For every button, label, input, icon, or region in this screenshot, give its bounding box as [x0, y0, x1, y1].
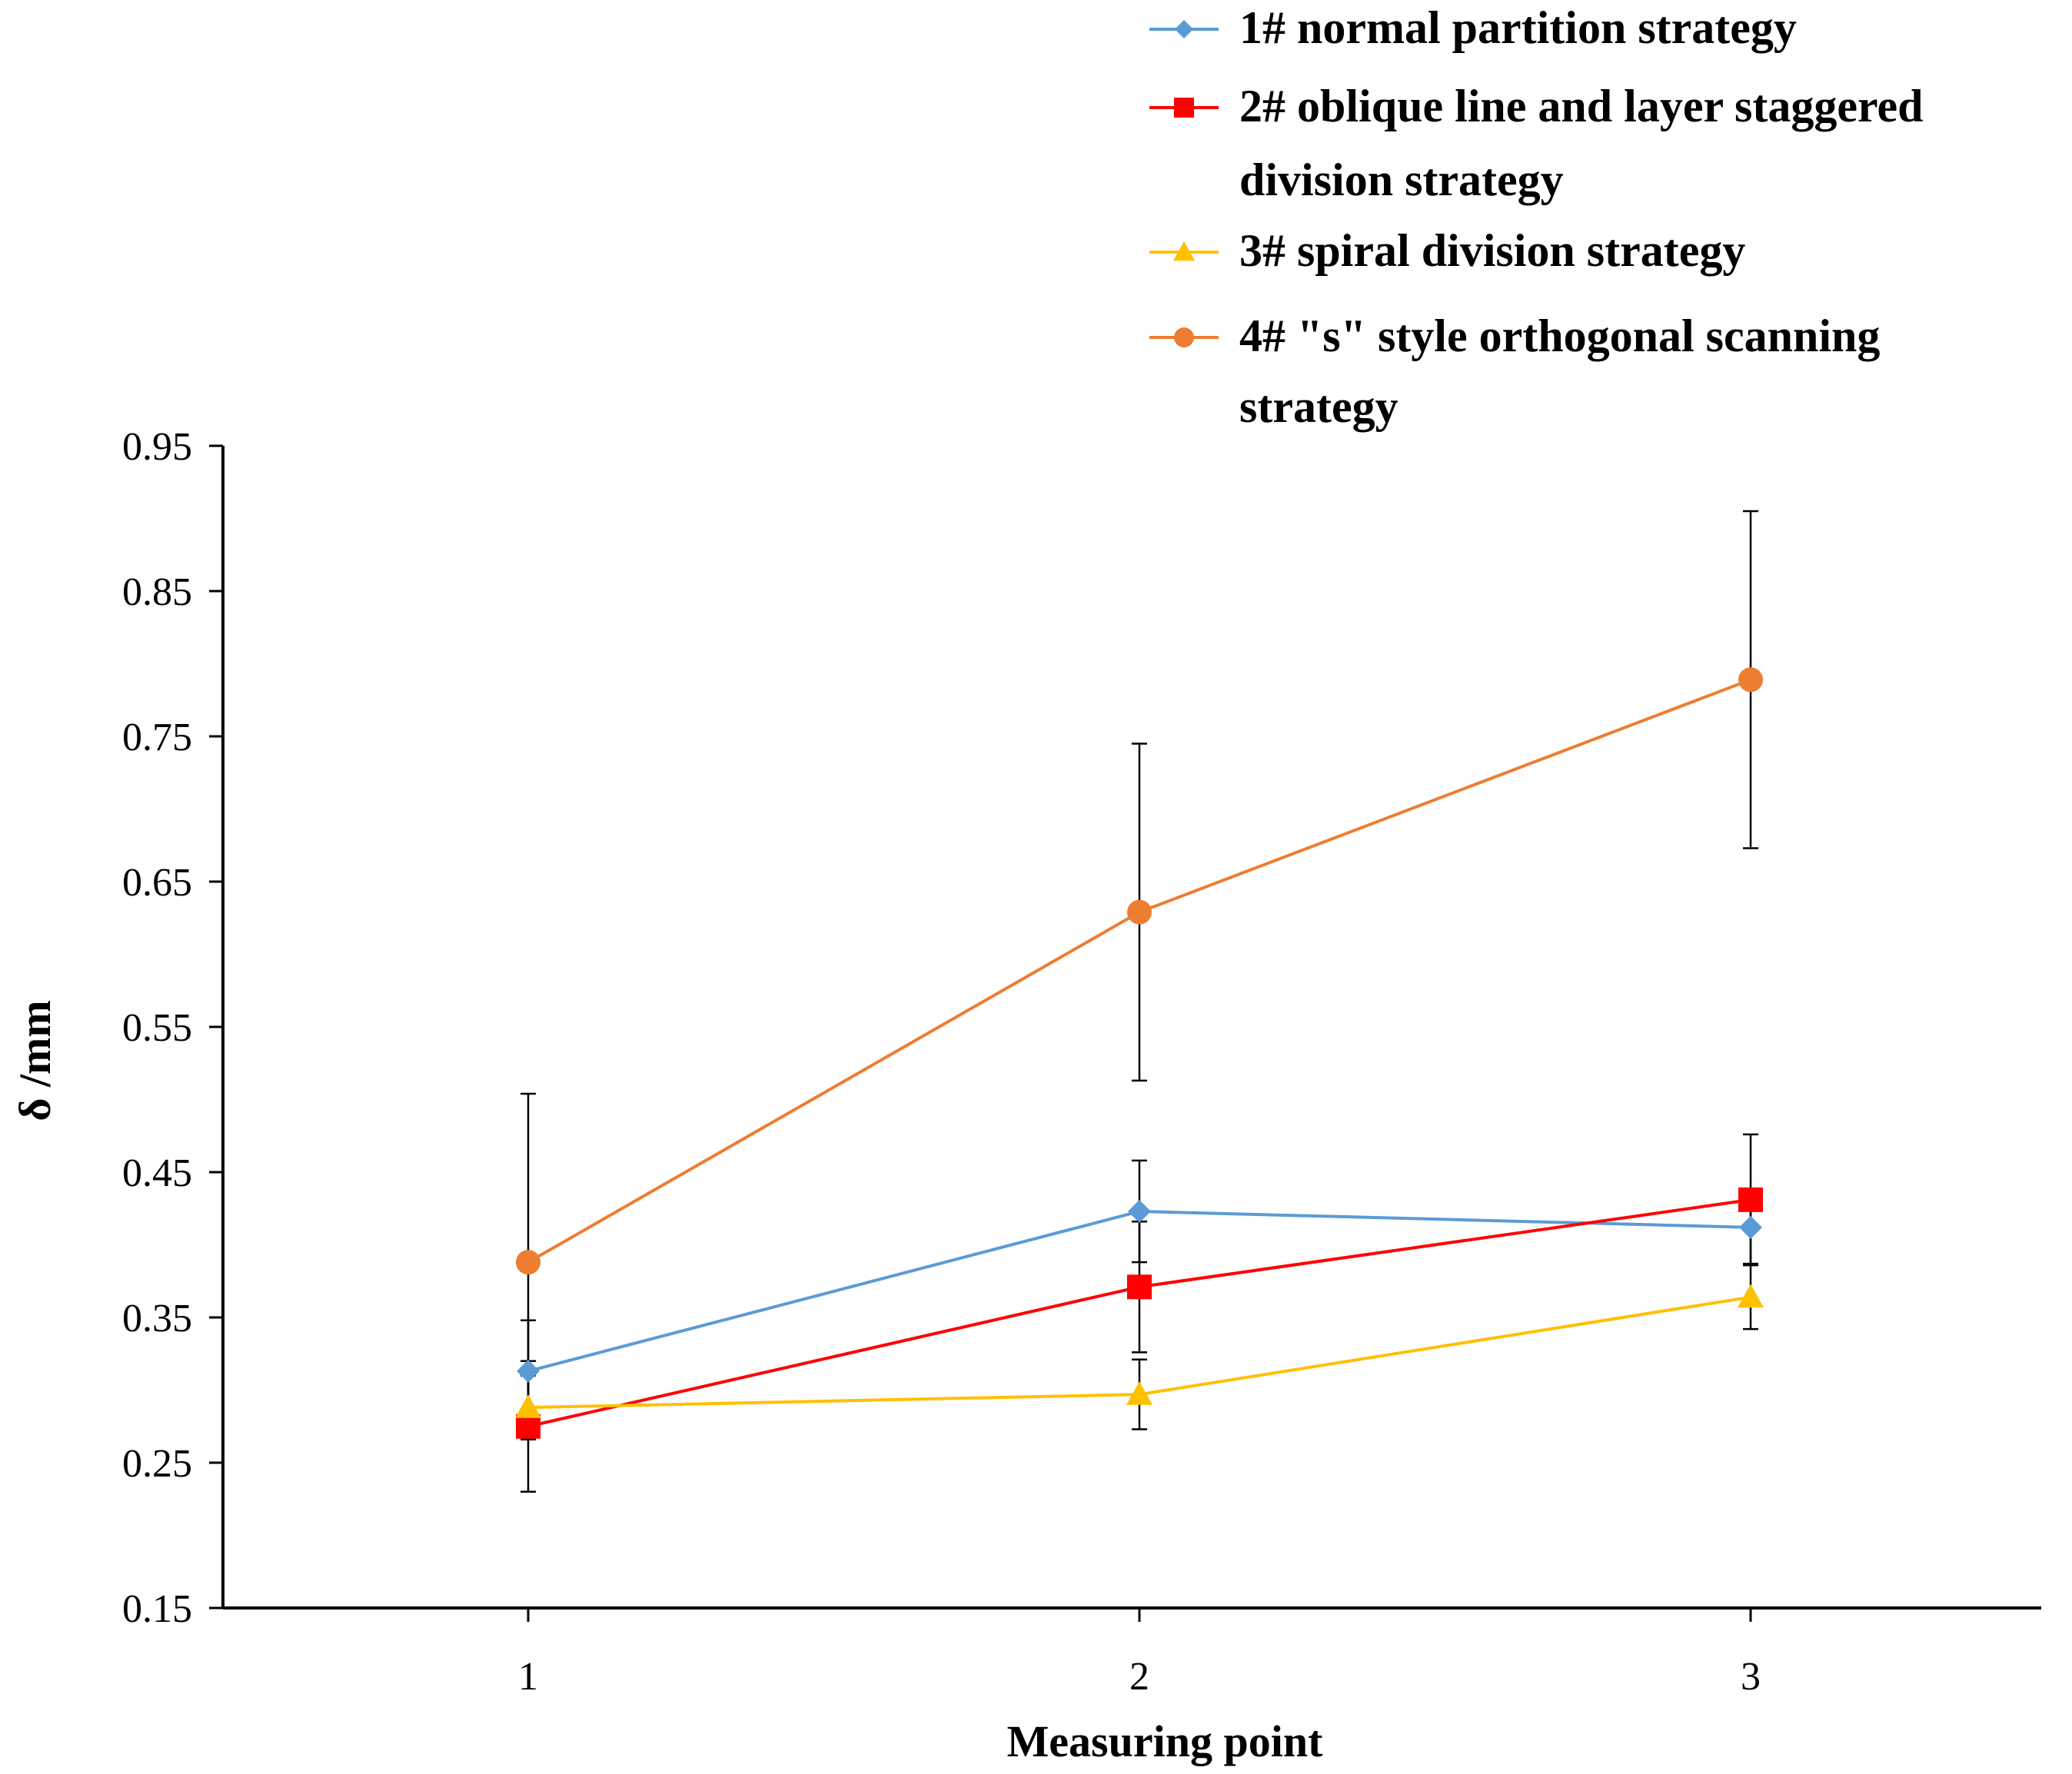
legend-marker-3 [1173, 241, 1195, 261]
data-point-4-1 [516, 1250, 540, 1275]
y-tick-label: 0.15 [122, 1587, 192, 1631]
data-point-3-1 [515, 1394, 541, 1418]
y-tick-label: 0.85 [122, 570, 192, 614]
legend-label-4: strategy [1239, 381, 1399, 432]
y-tick-label: 0.95 [122, 425, 192, 469]
legend-label-3: 3# spiral division strategy [1239, 225, 1745, 276]
data-point-1-3 [1739, 1215, 1762, 1239]
series-markers [515, 667, 1764, 1439]
data-point-2-1 [516, 1414, 540, 1439]
data-point-3-3 [1738, 1284, 1764, 1308]
x-tick-label: 1 [518, 1655, 538, 1699]
y-tick-label: 0.75 [122, 716, 192, 759]
data-point-3-2 [1126, 1381, 1152, 1405]
legend-marker-4 [1174, 327, 1194, 347]
y-tick-label: 0.35 [122, 1297, 192, 1340]
data-point-4-3 [1738, 667, 1763, 693]
y-tick-label: 0.55 [122, 1006, 192, 1050]
y-tick-label: 0.65 [122, 861, 192, 905]
y-tick-label: 0.45 [122, 1151, 192, 1195]
legend-label-1: 1# normal partition strategy [1239, 2, 1797, 53]
y-tick-label: 0.25 [122, 1442, 192, 1486]
data-point-2-3 [1738, 1187, 1763, 1212]
legend-marker-1 [1175, 20, 1193, 38]
legend-marker-2 [1174, 98, 1194, 118]
data-point-1-1 [517, 1359, 540, 1383]
x-axis-title: Measuring point [1007, 1716, 1324, 1766]
data-point-4-2 [1127, 899, 1152, 925]
legend: 1# normal partition strategy 2# oblique l… [1149, 2, 1924, 432]
data-point-1-2 [1128, 1200, 1151, 1224]
legend-label-2: 2# oblique line and layer staggered [1239, 81, 1924, 131]
data-point-2-2 [1127, 1274, 1152, 1300]
x-tick-label: 2 [1129, 1655, 1149, 1699]
legend-label-2: division strategy [1239, 154, 1564, 205]
legend-label-4: 4# "s" style orthogonal scanning [1239, 311, 1880, 361]
axes: 0.15 0.25 0.35 0.45 0.55 0.65 0.75 0.85 0.95 1 2 3 [122, 425, 2041, 1699]
error-bars [520, 510, 1758, 1493]
x-tick-label: 3 [1741, 1655, 1761, 1699]
y-axis-title: δ /mm [10, 1000, 60, 1121]
